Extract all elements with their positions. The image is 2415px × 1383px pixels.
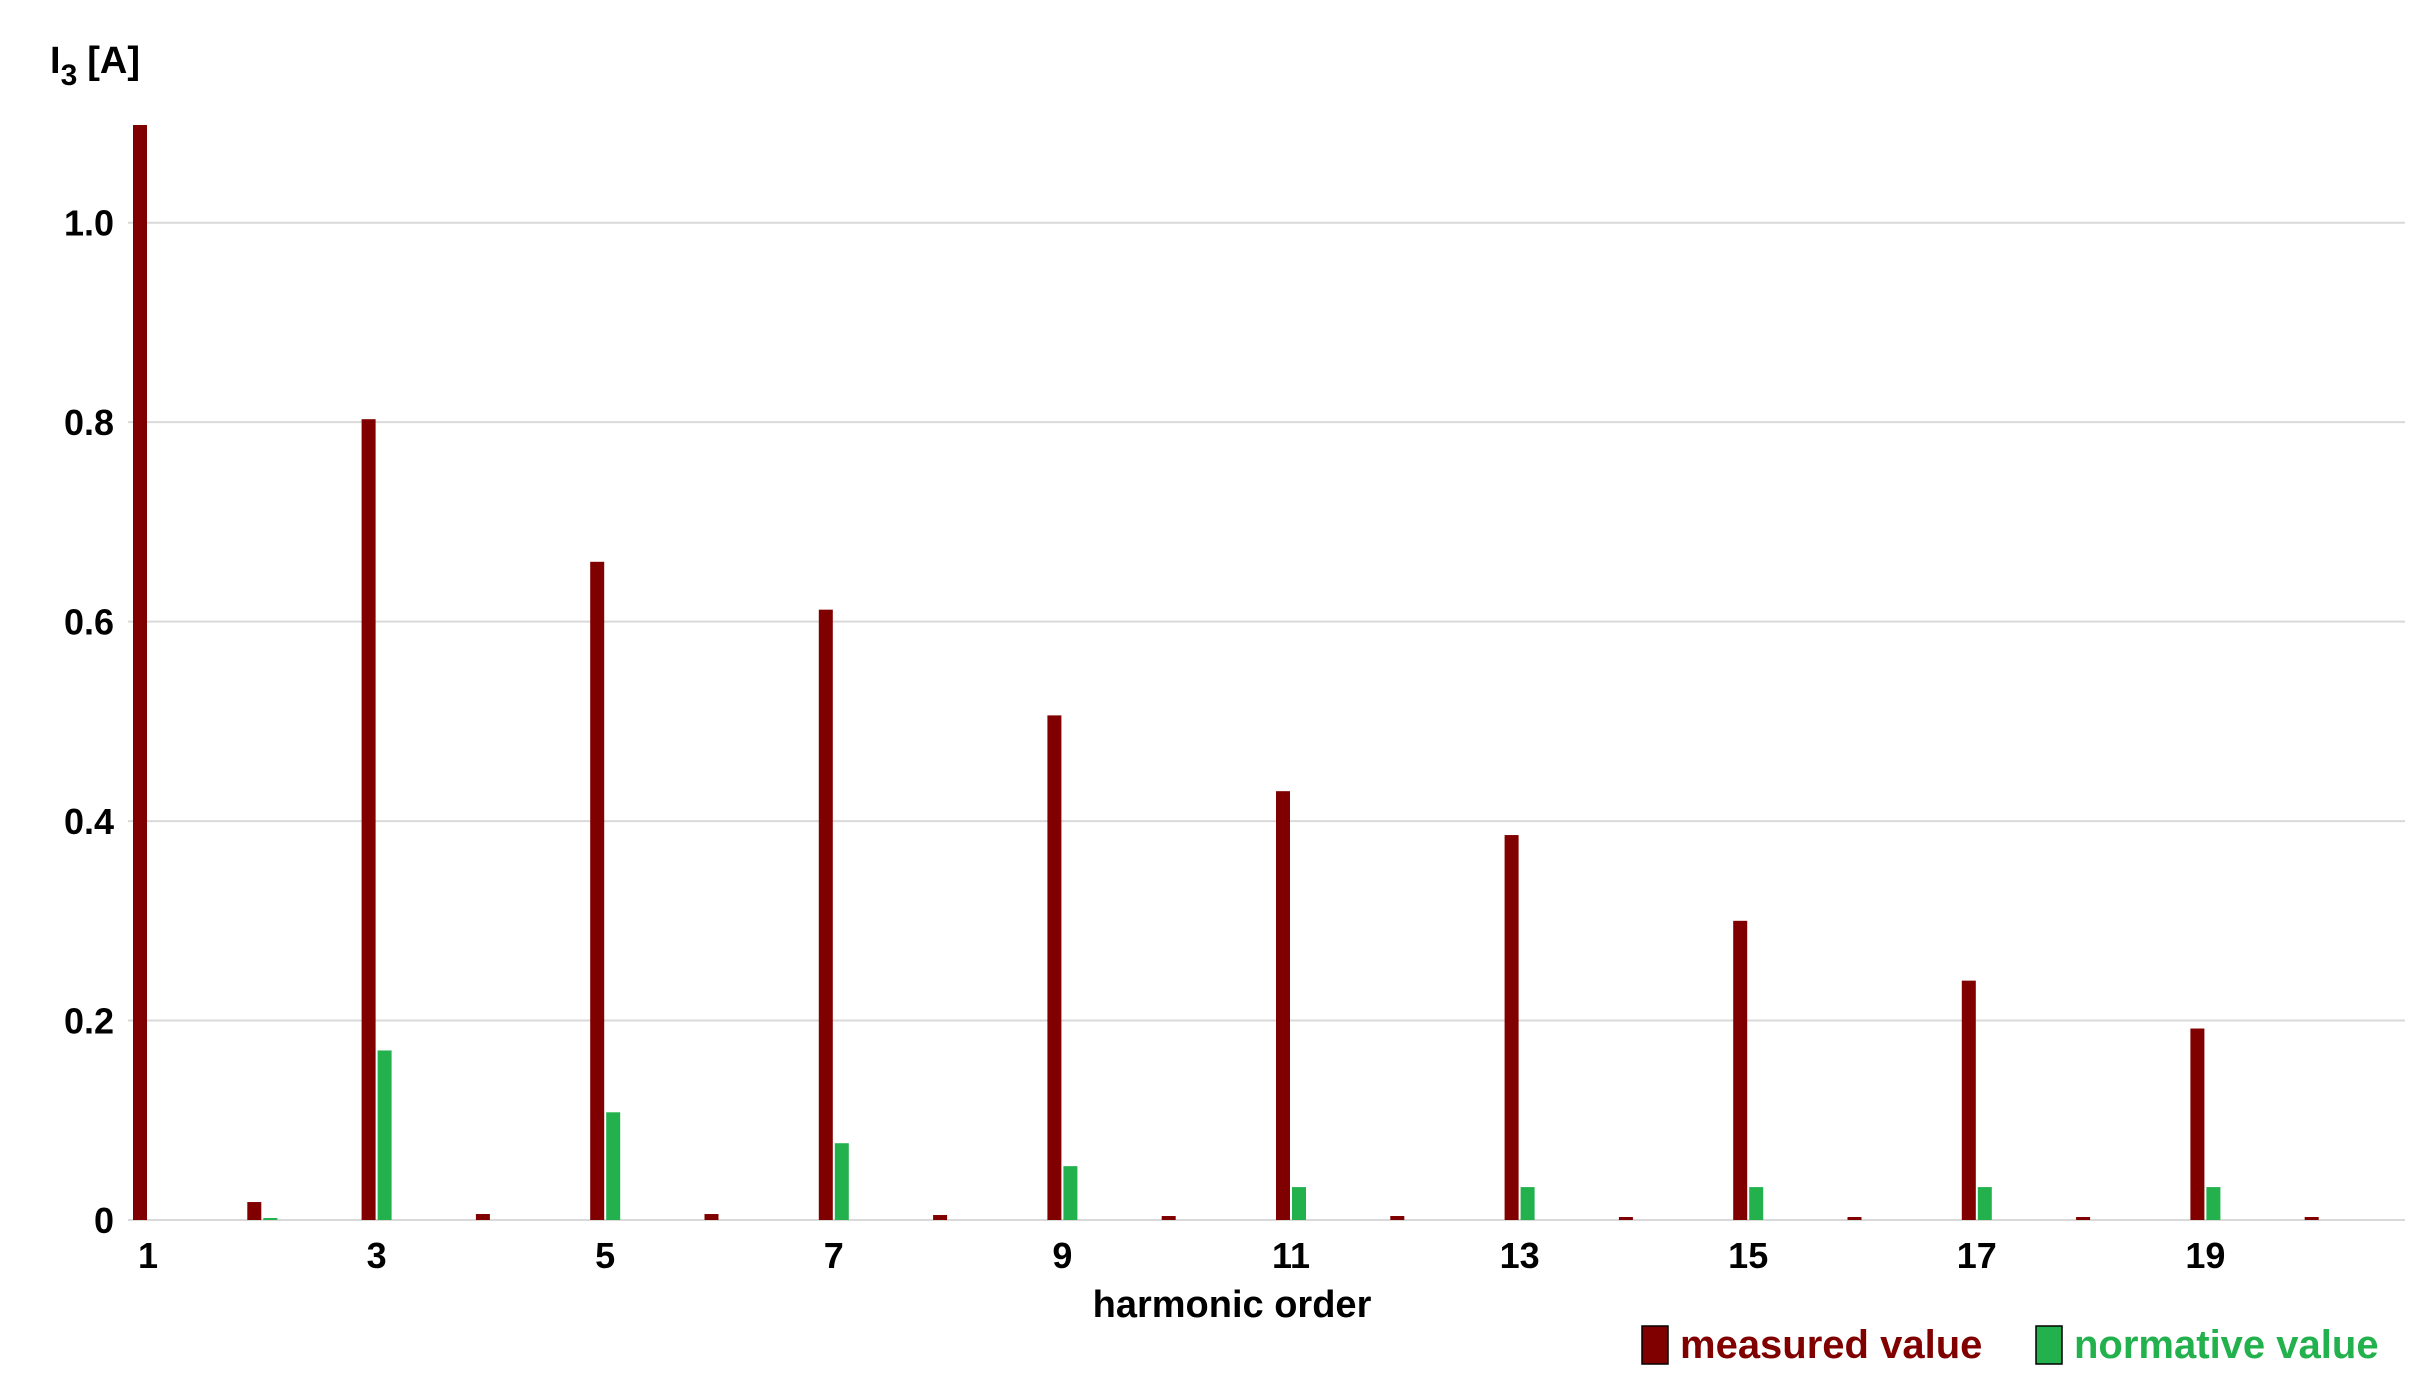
y-tick-label: 0.4: [64, 801, 114, 842]
bar-measured: [704, 1214, 719, 1220]
y-tick-label: 0: [94, 1200, 114, 1241]
x-tick-label: 1: [138, 1235, 158, 1276]
bar-measured: [1504, 835, 1519, 1220]
bar-measured: [475, 1214, 490, 1220]
bar-normative: [1063, 1166, 1078, 1220]
y-axis-title-symbol: I: [50, 40, 61, 82]
legend-swatch-normative: [2035, 1325, 2063, 1365]
bar-measured: [1618, 1217, 1633, 1220]
x-axis-title: harmonic order: [1093, 1284, 1372, 1326]
bar-measured: [2190, 1028, 2205, 1220]
x-tick-label: 11: [1272, 1235, 1310, 1276]
bar-measured: [590, 561, 605, 1220]
x-tick-label: 9: [1052, 1235, 1072, 1276]
bar-measured: [933, 1215, 948, 1220]
gridlines: [128, 221, 2405, 1221]
bar-measured: [1961, 980, 1976, 1220]
bar-normative: [834, 1143, 849, 1220]
bar-measured: [1047, 715, 1062, 1220]
bar-measured: [1161, 1216, 1176, 1220]
x-tick-label: 17: [1957, 1235, 1997, 1276]
bar-normative: [606, 1112, 621, 1220]
bar-normative: [377, 1050, 392, 1220]
x-tick-label: 7: [824, 1235, 844, 1276]
bar-measured: [1733, 920, 1748, 1220]
bar-normative: [1749, 1187, 1764, 1220]
bar-measured: [133, 124, 147, 1221]
bar-measured: [361, 419, 376, 1220]
x-tick-label: 3: [367, 1235, 387, 1276]
y-axis-title-unit: [A]: [87, 40, 140, 82]
y-tick-label: 0.8: [64, 402, 114, 443]
x-tick-label: 19: [2185, 1235, 2225, 1276]
bar-normative: [1520, 1187, 1535, 1220]
bar-normative: [263, 1218, 278, 1220]
bars: [133, 124, 2319, 1221]
bar-measured: [818, 609, 833, 1220]
bar-normative: [2206, 1187, 2221, 1220]
bar-measured: [247, 1202, 262, 1220]
bar-measured: [2304, 1217, 2319, 1220]
x-tick-label: 13: [1500, 1235, 1540, 1276]
y-axis-title: I3 [A]: [50, 40, 140, 92]
y-tick-label: 0.6: [64, 602, 114, 643]
bar-normative: [1292, 1187, 1306, 1220]
bar-measured: [1390, 1216, 1405, 1220]
y-tick-label: 0.2: [64, 1001, 114, 1042]
legend: measured value normative value: [1641, 1323, 2379, 1367]
x-tick-label: 5: [595, 1235, 615, 1276]
axes: 00.20.40.60.81.0135791113151719212325272…: [64, 203, 2415, 1276]
legend-label-normative: normative value: [2074, 1323, 2379, 1367]
bar-normative: [1977, 1187, 1992, 1220]
x-tick-label: 21: [2414, 1235, 2415, 1276]
x-tick-label: 15: [1728, 1235, 1768, 1276]
legend-label-measured: measured value: [1680, 1323, 1982, 1367]
bar-measured: [2076, 1217, 2091, 1220]
legend-swatch-measured: [1641, 1325, 1669, 1365]
y-tick-label: 1.0: [64, 203, 114, 244]
bar-measured: [1847, 1217, 1862, 1220]
bar-measured: [1276, 791, 1290, 1220]
y-axis-title-subscript: 3: [61, 59, 78, 92]
